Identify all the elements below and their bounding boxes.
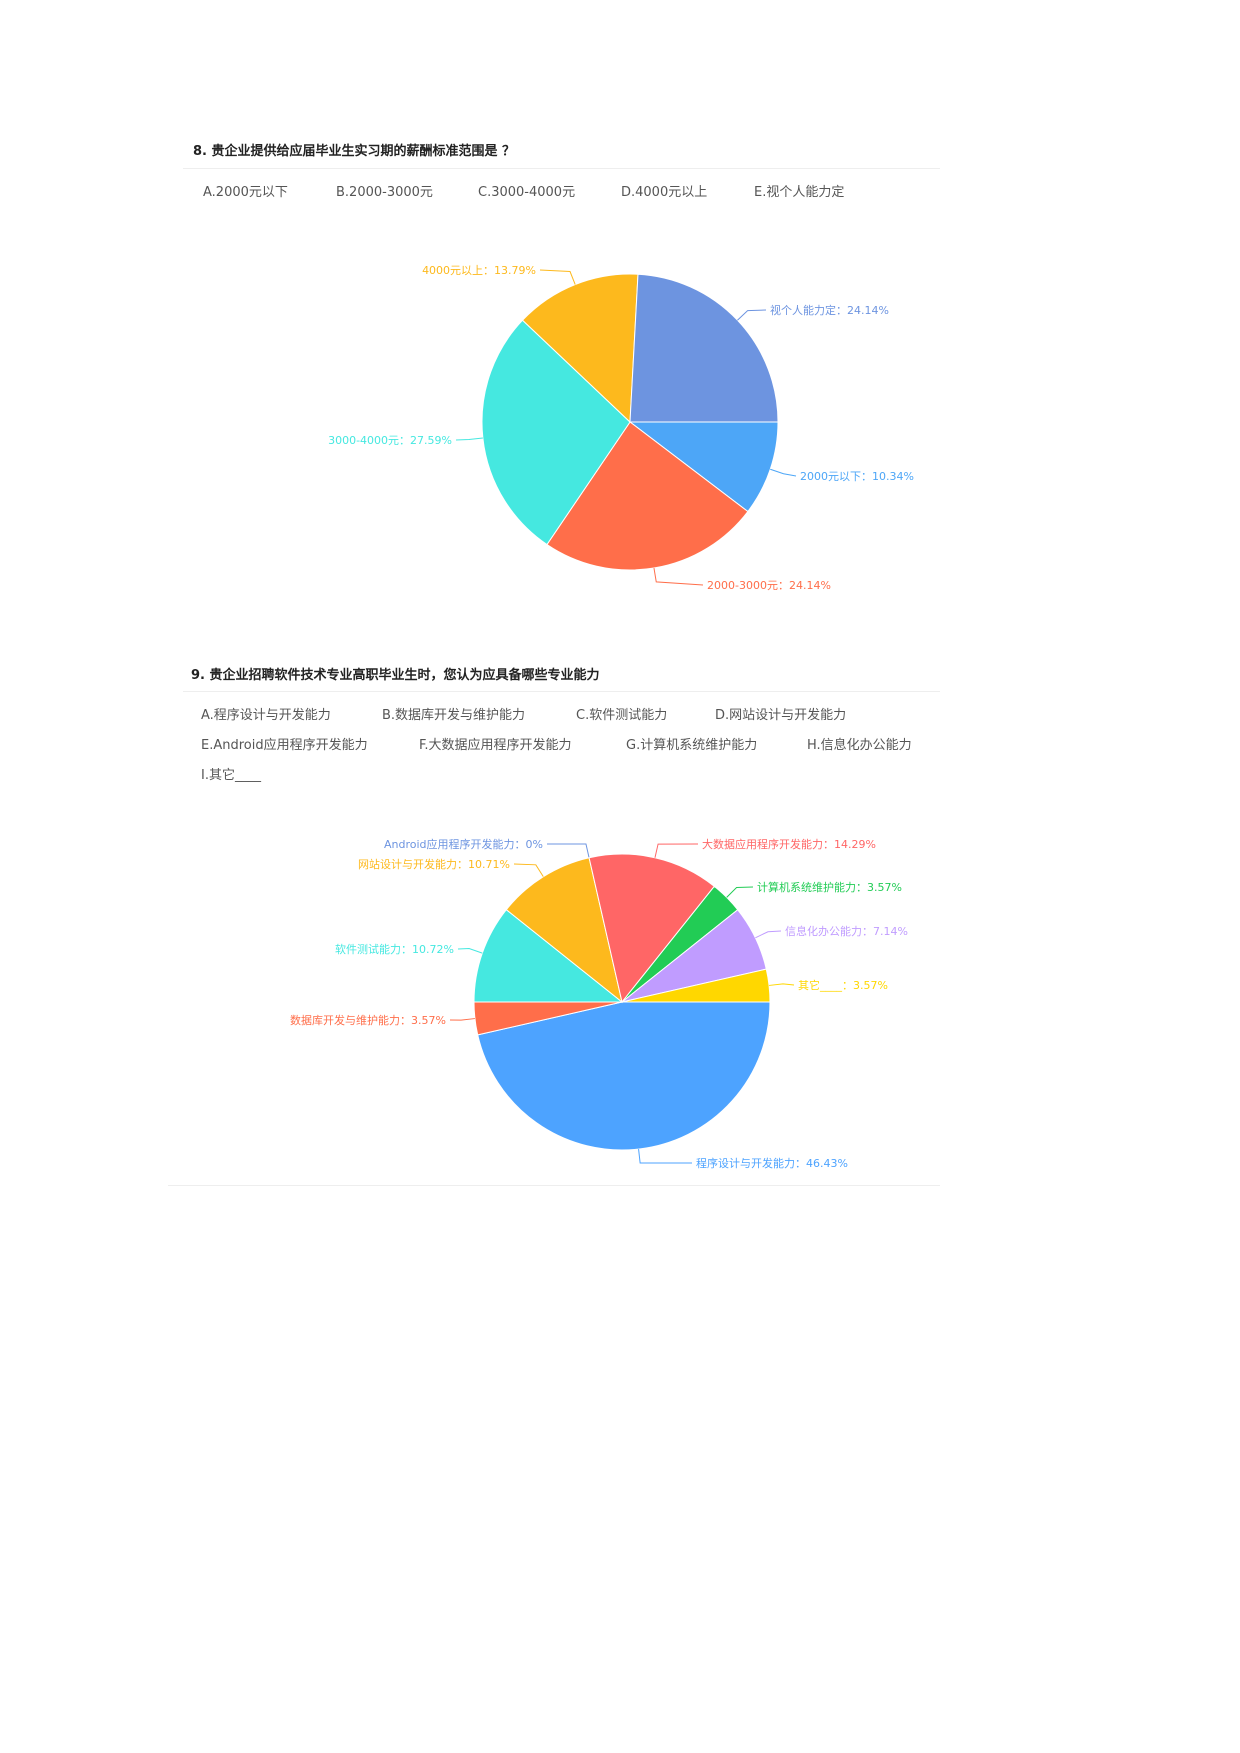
pie-slice — [621, 968, 771, 1003]
divider — [183, 168, 940, 169]
q9-option: F.大数据应用程序开发能力 — [419, 738, 572, 753]
label-leader-line — [654, 843, 699, 858]
pie-slice — [546, 421, 749, 571]
q9-option: E.Android应用程序开发能力 — [201, 738, 368, 753]
pie-slice — [629, 273, 779, 423]
q8-option: C.3000-4000元 — [478, 185, 576, 200]
label-leader-line — [449, 1018, 475, 1021]
label-leader-line — [457, 947, 483, 954]
q9-option: D.网站设计与开发能力 — [715, 708, 847, 723]
q9-option: H.信息化办公能力 — [807, 738, 912, 753]
pie-slice — [477, 1001, 771, 1151]
label-leader-line — [539, 269, 576, 285]
slice-label: 计算机系统维护能力：3.57% — [757, 880, 902, 894]
q9-option: I.其它____ — [201, 768, 261, 783]
pie-slice — [521, 273, 639, 424]
q9-option: C.软件测试能力 — [576, 708, 668, 723]
label-leader-line — [513, 863, 544, 877]
label-leader-line — [769, 983, 795, 986]
q8-option: A.2000元以下 — [203, 185, 288, 200]
slice-label: 其它____：3.57% — [798, 978, 888, 992]
slice-label: 软件测试能力：10.72% — [335, 942, 454, 956]
q8-option: E.视个人能力定 — [754, 185, 845, 200]
q9-option: B.数据库开发与维护能力 — [382, 708, 526, 723]
slice-label: 数据库开发与维护能力：3.57% — [290, 1013, 446, 1027]
label-leader-line — [726, 886, 754, 898]
pie-slice — [481, 319, 631, 546]
slice-label: 2000-3000元：24.14% — [707, 579, 831, 592]
slice-label: 信息化办公能力：7.14% — [785, 924, 908, 938]
label-leader-line — [455, 437, 483, 441]
label-leader-line — [546, 843, 590, 858]
pie-slice — [588, 853, 716, 1004]
label-leader-line — [770, 468, 797, 477]
question-8-title: 8. 贵企业提供给应届毕业生实习期的薪酬标准范围是 ？ — [193, 144, 516, 159]
slice-label: 3000-4000元：27.59% — [328, 434, 452, 447]
label-leader-line — [638, 1149, 693, 1164]
slice-label: Android应用程序开发能力：0% — [384, 837, 543, 851]
divider — [183, 691, 940, 692]
slice-label: 大数据应用程序开发能力：14.29% — [702, 837, 876, 851]
q8-option: D.4000元以上 — [621, 185, 708, 200]
question-9-title: 9. 贵企业招聘软件技术专业高职毕业生时，您认为应具备哪些专业能力 — [191, 668, 600, 683]
slice-label: 2000元以下：10.34% — [800, 470, 914, 483]
label-leader-line — [755, 930, 782, 939]
slice-label: 程序设计与开发能力：46.43% — [696, 1156, 848, 1170]
q8-option: B.2000-3000元 — [336, 185, 433, 200]
q9-option: G.计算机系统维护能力 — [626, 738, 758, 753]
label-leader-line — [653, 567, 704, 586]
slice-label: 4000元以上：13.79% — [422, 264, 536, 277]
slice-label: 网站设计与开发能力：10.71% — [358, 857, 510, 871]
q9-option: A.程序设计与开发能力 — [201, 708, 331, 723]
divider — [168, 1185, 940, 1186]
pie-slice — [505, 857, 623, 1004]
slice-label: 视个人能力定：24.14% — [770, 303, 889, 317]
label-leader-line — [737, 309, 767, 321]
